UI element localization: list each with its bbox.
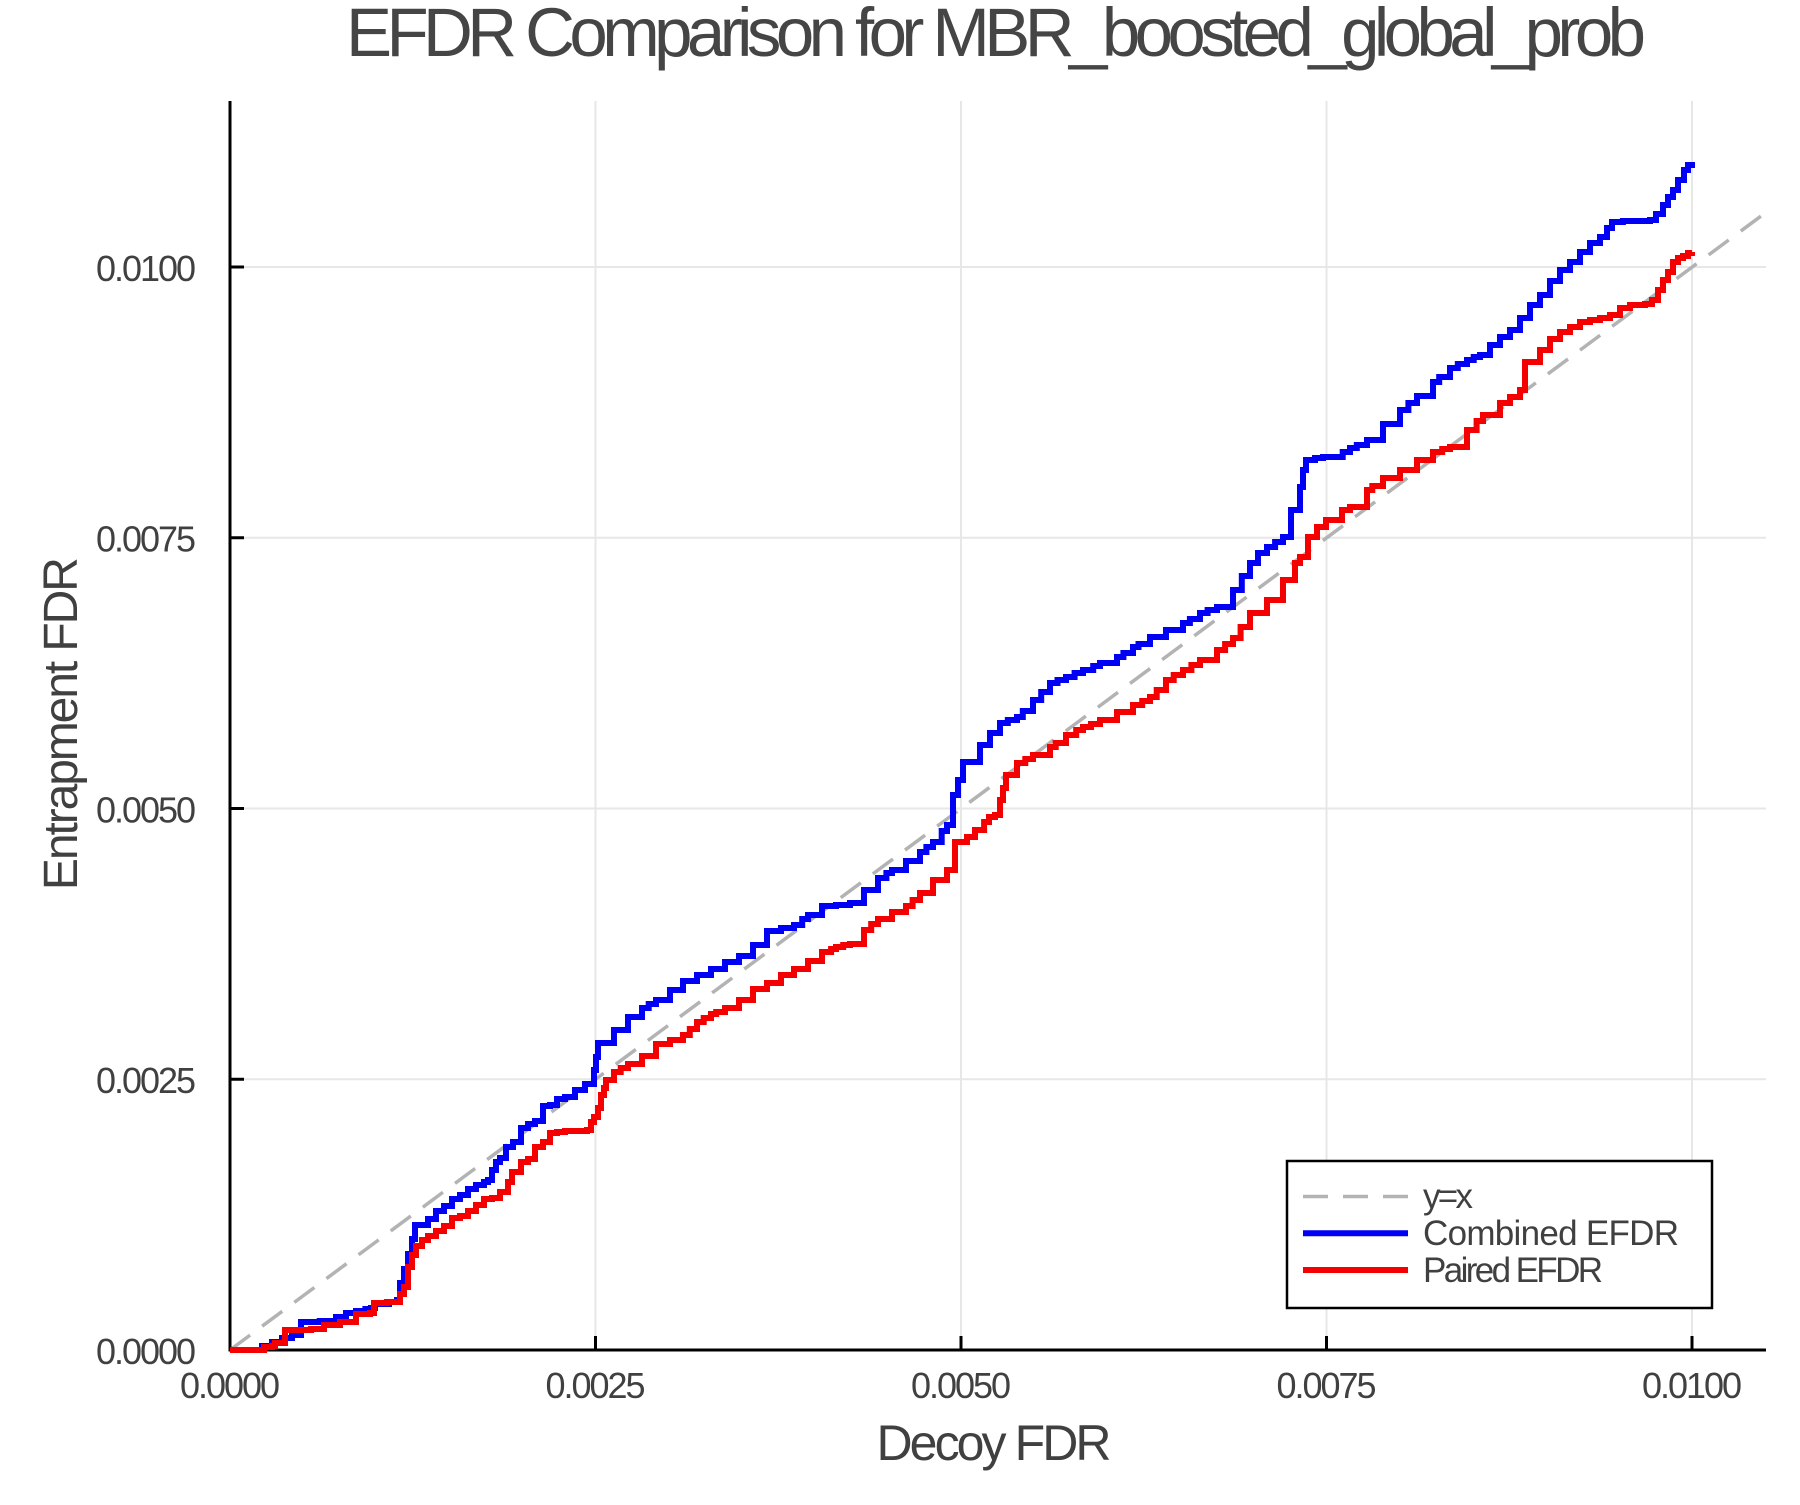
- svg-text:Entrapment FDR: Entrapment FDR: [35, 557, 88, 890]
- svg-text:0.0075: 0.0075: [1277, 1365, 1377, 1406]
- svg-text:0.0025: 0.0025: [546, 1365, 646, 1406]
- svg-text:0.0075: 0.0075: [96, 519, 196, 560]
- svg-text:y=x: y=x: [1423, 1177, 1474, 1216]
- svg-text:0.0050: 0.0050: [911, 1365, 1011, 1406]
- svg-text:0.0025: 0.0025: [96, 1060, 196, 1101]
- svg-text:0.0100: 0.0100: [1642, 1365, 1742, 1406]
- svg-text:0.0050: 0.0050: [96, 789, 196, 830]
- svg-text:Decoy FDR: Decoy FDR: [877, 1415, 1112, 1471]
- svg-text:Paired EFDR: Paired EFDR: [1423, 1251, 1603, 1290]
- svg-text:0.0000: 0.0000: [180, 1365, 280, 1406]
- svg-text:Combined EFDR: Combined EFDR: [1423, 1214, 1679, 1253]
- svg-text:EFDR Comparison for MBR_booste: EFDR Comparison for MBR_boosted_global_p…: [346, 0, 1646, 71]
- svg-text:0.0000: 0.0000: [96, 1331, 196, 1372]
- svg-text:0.0100: 0.0100: [96, 248, 196, 289]
